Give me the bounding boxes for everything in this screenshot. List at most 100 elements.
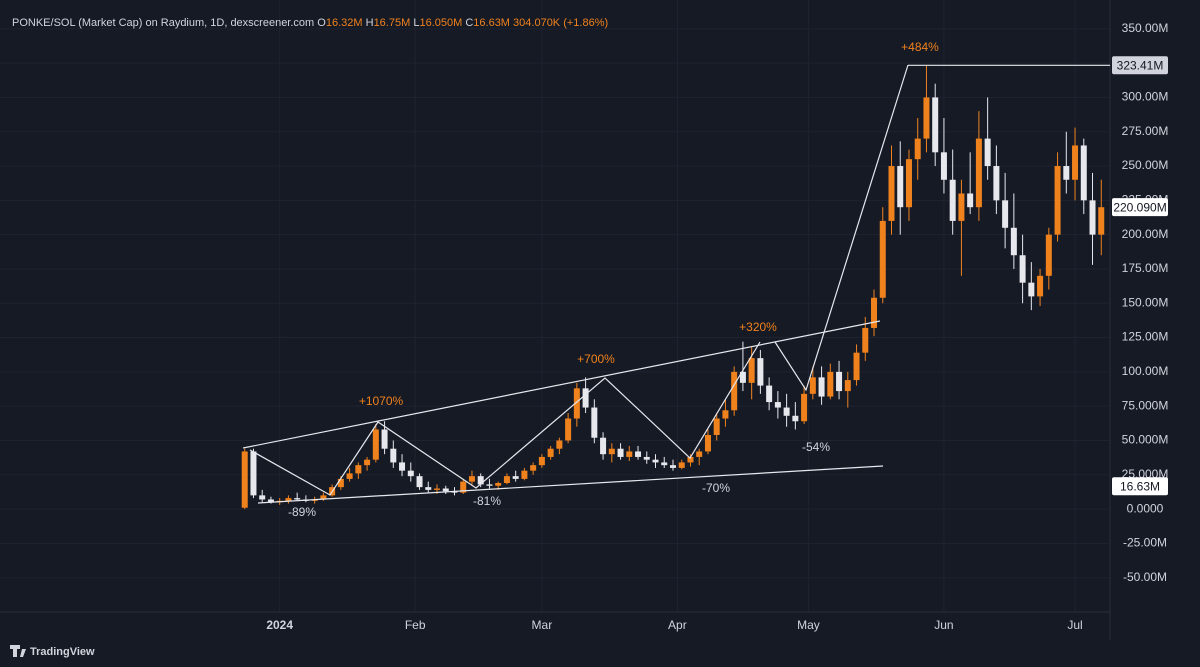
candle-body	[337, 478, 344, 488]
candle-body	[827, 371, 834, 397]
candle-body	[844, 380, 851, 392]
y-tick-label: 350.00M	[1122, 21, 1169, 35]
x-tick-label: Apr	[668, 618, 687, 632]
legend-value: 16.32M	[325, 17, 363, 29]
drawings	[242, 64, 909, 504]
candle-body	[538, 456, 545, 466]
candle-body	[468, 476, 475, 482]
candle-body	[477, 476, 484, 485]
candle-body	[1080, 145, 1087, 201]
candle-body	[967, 193, 974, 208]
candle-body	[608, 448, 615, 455]
price-label: 16.63M	[1120, 479, 1160, 493]
y-tick-label: 275.00M	[1122, 124, 1169, 138]
candle-body	[993, 166, 1000, 201]
candle-body	[871, 297, 878, 328]
candle-body	[704, 434, 711, 452]
legend-value: 16.050M	[419, 17, 463, 29]
candle-body	[521, 470, 528, 479]
candle-body	[696, 451, 703, 457]
candle-body	[346, 473, 353, 479]
candle-body	[1028, 282, 1035, 297]
y-tick-label: 175.00M	[1122, 261, 1169, 275]
candle-body	[635, 451, 642, 457]
candle-body	[600, 437, 607, 455]
change: 304.070K (+1.86%)	[513, 17, 609, 29]
candle-body	[390, 448, 397, 463]
x-tick-label: Jul	[1067, 618, 1082, 632]
candle-body	[1010, 227, 1017, 256]
candle-body	[818, 377, 825, 397]
y-tick-label: 50.000M	[1122, 433, 1169, 447]
candle-body	[748, 358, 755, 383]
zigzag	[249, 341, 761, 496]
candle-body	[774, 402, 781, 408]
candle-body	[591, 407, 598, 438]
x-tick-label: Jun	[934, 618, 953, 632]
candle-body	[984, 138, 991, 167]
brand-name: TradingView	[30, 646, 95, 658]
x-tick-label: 2024	[266, 618, 293, 632]
y-tick-label: 100.00M	[1122, 364, 1169, 378]
legend-key: O	[317, 17, 326, 29]
y-tick-label: -25.00M	[1123, 536, 1167, 550]
candle-body	[757, 358, 764, 386]
candle-body	[678, 462, 685, 468]
annotation: +700%	[577, 352, 615, 366]
annotation: +484%	[901, 40, 939, 54]
annotations: +484% +1070% +700% +320% -89% -81% -70% …	[288, 40, 939, 519]
candle-body	[565, 418, 572, 441]
candle-body	[416, 476, 423, 488]
candle-body	[975, 138, 982, 208]
x-tick-label: Mar	[532, 618, 553, 632]
ohlc-legend: O16.32M H16.75M L16.050M C16.63M	[317, 17, 513, 29]
header: PONKE/SOL (Market Cap) on Raydium, 1D, d…	[12, 17, 608, 29]
candle-body	[1063, 166, 1070, 180]
price-label-box	[1112, 477, 1168, 496]
candle-body	[294, 498, 301, 500]
candle-body	[801, 393, 808, 422]
candle-body	[547, 448, 554, 457]
candle-body	[652, 459, 659, 463]
candle-body	[661, 462, 668, 466]
candle-body	[958, 193, 965, 221]
candle-body	[1037, 275, 1044, 297]
candle-body	[617, 448, 624, 457]
upper-trendline	[242, 320, 881, 449]
candle-body	[259, 495, 266, 500]
candle-body	[897, 166, 904, 208]
candle-body	[713, 418, 720, 435]
candle-body	[1098, 207, 1105, 235]
candle-body	[766, 385, 773, 403]
candle-body	[949, 179, 956, 221]
candle-body	[267, 499, 274, 503]
candle-body	[669, 465, 676, 468]
legend-key: H	[365, 17, 374, 29]
candle-body	[434, 488, 441, 490]
y-tick-label: 0.0000	[1127, 501, 1164, 515]
candle-body	[530, 465, 537, 471]
candle-body	[364, 459, 371, 466]
annotation: +1070%	[359, 394, 404, 408]
header-title: PONKE/SOL (Market Cap) on Raydium, 1D, d…	[12, 17, 315, 29]
candle-body	[442, 488, 449, 492]
candle-body	[923, 97, 930, 139]
candle-body	[914, 138, 921, 160]
candle-body	[372, 429, 379, 460]
candle-body	[809, 377, 816, 394]
candle-body	[495, 483, 502, 486]
x-tick-label: Feb	[405, 618, 426, 632]
legend-key: L	[413, 17, 420, 29]
x-tick-label: May	[797, 618, 820, 632]
annotation: -54%	[802, 440, 830, 454]
candle-body	[1089, 200, 1096, 235]
candle-body	[1045, 234, 1052, 276]
lower-trendline	[257, 465, 884, 504]
candle-body	[250, 451, 257, 496]
candle-body	[425, 487, 432, 490]
price-label-box	[1112, 198, 1168, 217]
candle-body	[512, 476, 519, 479]
